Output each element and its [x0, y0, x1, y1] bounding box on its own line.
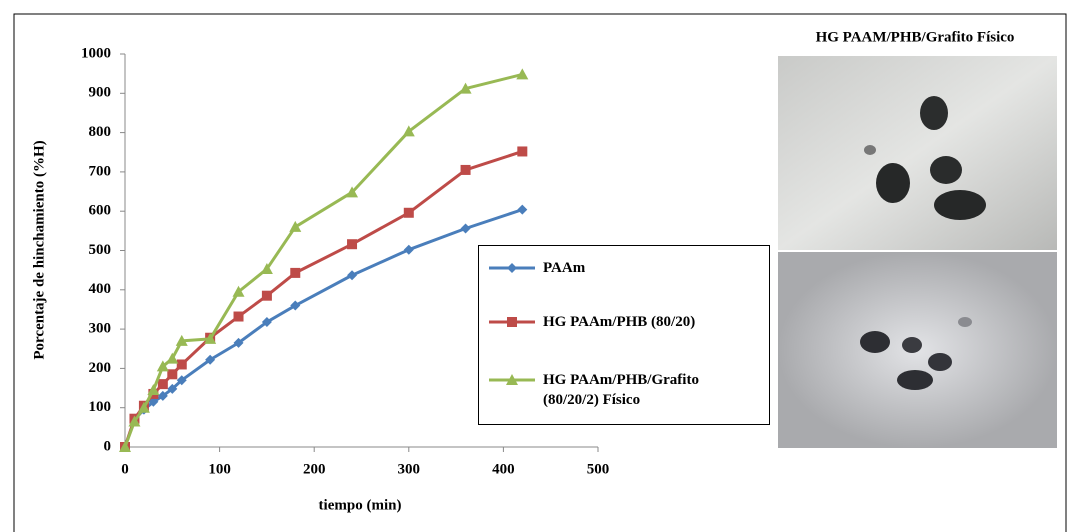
marker: [167, 369, 178, 380]
series-line: [123, 72, 523, 448]
y-tick-label: 900: [89, 85, 112, 101]
x-tick-label: 0: [121, 461, 129, 477]
marker: [176, 359, 187, 370]
marker: [403, 207, 414, 218]
frame: [13, 13, 1067, 532]
marker: [290, 300, 301, 311]
marker: [517, 204, 528, 215]
marker: [460, 223, 471, 234]
marker: [459, 82, 472, 94]
x-tick-label: 300: [398, 461, 421, 477]
y-tick-label: 700: [89, 163, 112, 179]
y-tick-label: 600: [89, 203, 112, 219]
marker: [403, 244, 414, 255]
marker: [507, 317, 517, 327]
marker: [166, 352, 179, 364]
marker: [232, 285, 245, 297]
x-tick-label: 100: [208, 461, 231, 477]
marker: [261, 317, 272, 328]
marker: [204, 332, 217, 344]
legend-label: HG PAAm/PHB (80/20): [543, 314, 696, 330]
y-tick-label: 400: [89, 281, 112, 297]
marker: [290, 267, 301, 278]
legend-swatch: [489, 374, 535, 385]
marker: [175, 334, 188, 346]
x-tick-label: 400: [492, 461, 515, 477]
y-tick-label: 500: [89, 242, 112, 258]
y-axis-label: Porcentaje de hinchamiento (%H): [31, 140, 47, 359]
photo-top: [778, 56, 1057, 250]
y-tick-label: 300: [89, 321, 112, 337]
legend-swatch: [489, 317, 535, 327]
marker: [289, 220, 302, 232]
marker: [260, 262, 273, 274]
legend: PAAm HG PAAm/PHB (80/20) HG PAAm/PHB/Grafi…: [478, 245, 770, 425]
y-tick-label: 100: [89, 399, 112, 415]
marker: [507, 263, 517, 273]
photo-title: HG PAAM/PHB/Grafito Físico: [816, 29, 1015, 45]
legend-item: HG PAAm/PHB (80/20): [487, 312, 758, 332]
y-tick-label: 1000: [81, 45, 111, 61]
marker: [233, 311, 244, 322]
marker: [205, 354, 216, 365]
legend-item: PAAm: [487, 258, 758, 278]
photo-bottom: [778, 252, 1057, 448]
marker: [402, 125, 415, 137]
marker: [167, 383, 178, 394]
marker: [506, 374, 518, 385]
marker: [460, 164, 471, 175]
marker: [147, 384, 160, 396]
y-tick-label: 0: [104, 438, 112, 454]
y-tick-label: 200: [89, 360, 112, 376]
x-axis-label: tiempo (min): [319, 497, 402, 513]
marker: [233, 337, 244, 348]
legend-item: HG PAAm/PHB/Grafito (80/20/2) Físico: [487, 370, 758, 410]
x-tick-label: 200: [303, 461, 326, 477]
x-tick-label: 500: [587, 461, 610, 477]
legend-label: HG PAAm/PHB/Grafito (80/20/2) Físico: [543, 372, 699, 408]
marker: [346, 186, 359, 198]
marker: [157, 379, 168, 390]
marker: [347, 239, 358, 250]
legend-label: PAAm: [543, 260, 586, 276]
marker: [128, 415, 141, 427]
marker: [137, 401, 150, 413]
y-tick-label: 800: [89, 124, 112, 140]
marker: [347, 270, 358, 281]
series-line: [123, 208, 523, 448]
marker: [517, 146, 528, 157]
marker: [261, 290, 272, 301]
series-line: [123, 150, 523, 448]
marker: [516, 68, 529, 80]
marker: [176, 375, 187, 386]
legend-swatch: [489, 263, 535, 273]
marker: [156, 360, 169, 372]
marker: [157, 390, 168, 401]
marker: [119, 441, 131, 452]
